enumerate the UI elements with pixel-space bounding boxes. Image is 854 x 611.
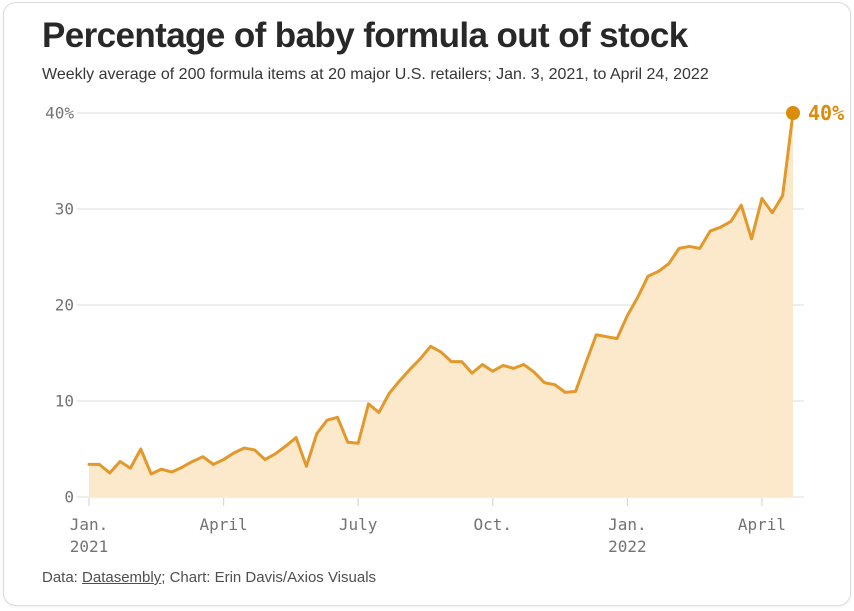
endpoint-marker: [785, 106, 800, 120]
chart-card: Percentage of baby formula out of stock …: [3, 2, 851, 606]
y-tick-label-40: 40%: [45, 104, 74, 123]
y-tick-label-20: 20: [55, 296, 74, 315]
endpoint-value-label: 40%: [808, 101, 844, 125]
credit-text: ; Chart: Erin Davis/Axios Visuals: [161, 569, 377, 586]
y-tick-label-10: 10: [55, 392, 74, 411]
trend-line: [87, 111, 795, 476]
x-tick-label: 2021: [70, 537, 109, 556]
area-fill: [89, 113, 793, 497]
x-tick-label: April: [200, 515, 248, 534]
y-tick-label-30: 30: [55, 200, 74, 219]
chart-subtitle: Weekly average of 200 formula items at 2…: [42, 66, 709, 83]
x-tick-label: April: [738, 515, 786, 534]
x-tick-label: Jan.: [70, 515, 109, 534]
source-prefix: Data:: [42, 569, 83, 586]
x-tick-label: Oct.: [473, 515, 512, 534]
formula-stock-chart: 0 10 20 30 40% Jan. 2021 April July Oct. Jan. 2022 A…: [45, 101, 844, 556]
x-tick-label: Jan.: [608, 515, 647, 534]
x-tick-label: July: [339, 515, 378, 534]
source-credit: Data: Datasembly; Chart: Erin Davis/Axio…: [42, 569, 376, 586]
page-title: Percentage of baby formula out of stock: [42, 16, 688, 55]
x-tick-label: 2022: [608, 537, 647, 556]
y-tick-label-0: 0: [64, 488, 74, 507]
source-link[interactable]: Datasembly: [82, 569, 162, 586]
